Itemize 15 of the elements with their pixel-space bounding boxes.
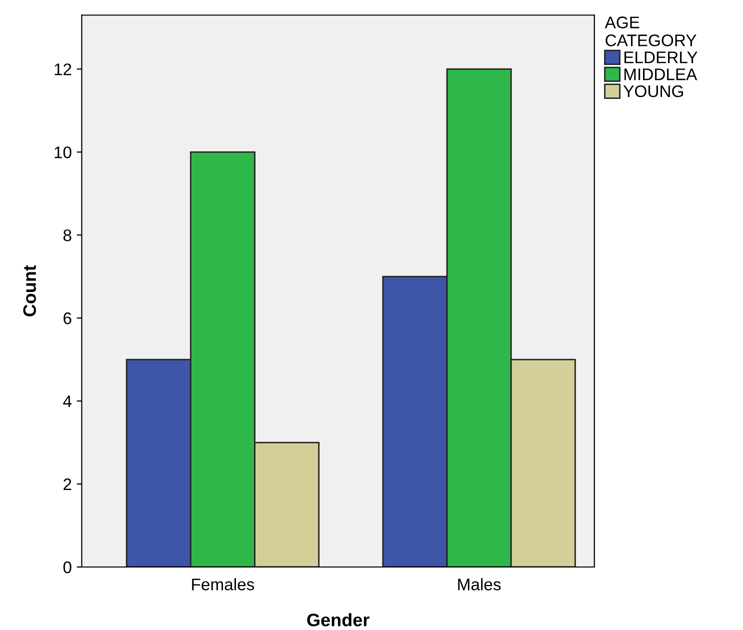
y-tick-label: 6 xyxy=(64,312,72,324)
y-tick-label: 0 xyxy=(63,561,72,574)
y-tick-label: 10 xyxy=(54,146,72,158)
legend-title: AGE CATEGORY xyxy=(604,16,696,46)
legend-label: YOUNG xyxy=(623,85,683,98)
x-tick-label: Males xyxy=(458,578,501,590)
y-tick-label: 8 xyxy=(63,229,72,242)
y-tick-label: 4 xyxy=(63,396,72,408)
y-axis-title: Count xyxy=(23,265,36,316)
legend-label: MIDDLEA xyxy=(624,68,698,80)
x-tick-label: Females xyxy=(192,578,254,590)
y-tick-label: 2 xyxy=(64,478,72,490)
y-tick-label: 12 xyxy=(54,63,72,76)
x-axis-title: Gender xyxy=(307,613,370,626)
legend-label: ELDERLY xyxy=(624,52,698,64)
